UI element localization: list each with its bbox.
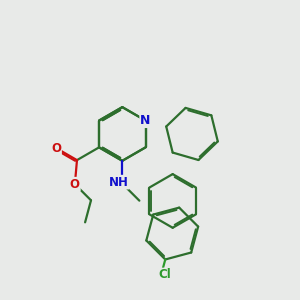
Text: NH: NH [109,176,129,189]
Text: O: O [70,178,80,191]
Text: N: N [140,114,151,127]
Text: O: O [51,142,61,154]
Text: Cl: Cl [158,268,171,281]
